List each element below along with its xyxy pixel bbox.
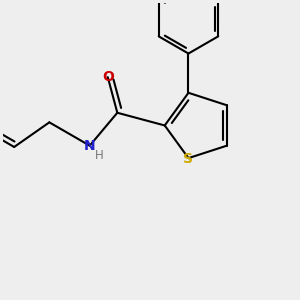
Text: O: O [102,70,114,84]
Text: S: S [184,152,194,167]
Text: N: N [84,139,95,153]
Text: H: H [95,149,104,162]
